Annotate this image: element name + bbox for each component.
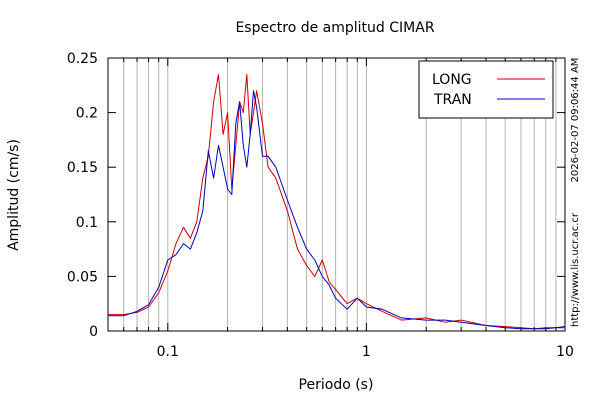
- x-tick-label: 1: [362, 344, 371, 360]
- legend-box: [418, 60, 554, 119]
- plot-frame: [107, 57, 566, 332]
- grid-lines: [107, 58, 557, 331]
- legend: LONG TRAN: [418, 60, 554, 119]
- x-tick-label: 0.1: [157, 344, 179, 360]
- legend-label-long: LONG: [432, 72, 472, 88]
- source-url-label: http://www.lis.ucr.ac.cr: [570, 212, 581, 327]
- y-tick-label: 0.25: [67, 51, 98, 67]
- series-lines: [108, 73, 566, 330]
- y-tick-label: 0.15: [67, 160, 98, 176]
- axis-ticks: 0.1 1 10 0 0.05 0.1 0.15 0.2 0.25: [67, 51, 574, 360]
- series-line-tran: [108, 90, 566, 330]
- x-axis-label: Periodo (s): [299, 377, 374, 393]
- timestamp-label: 2026-02-07 09:06:44 AM: [570, 58, 581, 183]
- y-tick-label: 0.1: [76, 215, 98, 231]
- legend-label-tran: TRAN: [433, 92, 472, 108]
- y-tick-label: 0.2: [76, 106, 98, 122]
- y-axis-label: Amplitud (cm/s): [6, 139, 22, 251]
- y-tick-label: 0: [89, 324, 98, 340]
- x-tick-label: 10: [556, 344, 574, 360]
- y-tick-label: 0.05: [67, 269, 98, 285]
- series-line-long: [108, 73, 565, 330]
- chart-title: Espectro de amplitud CIMAR: [235, 20, 434, 36]
